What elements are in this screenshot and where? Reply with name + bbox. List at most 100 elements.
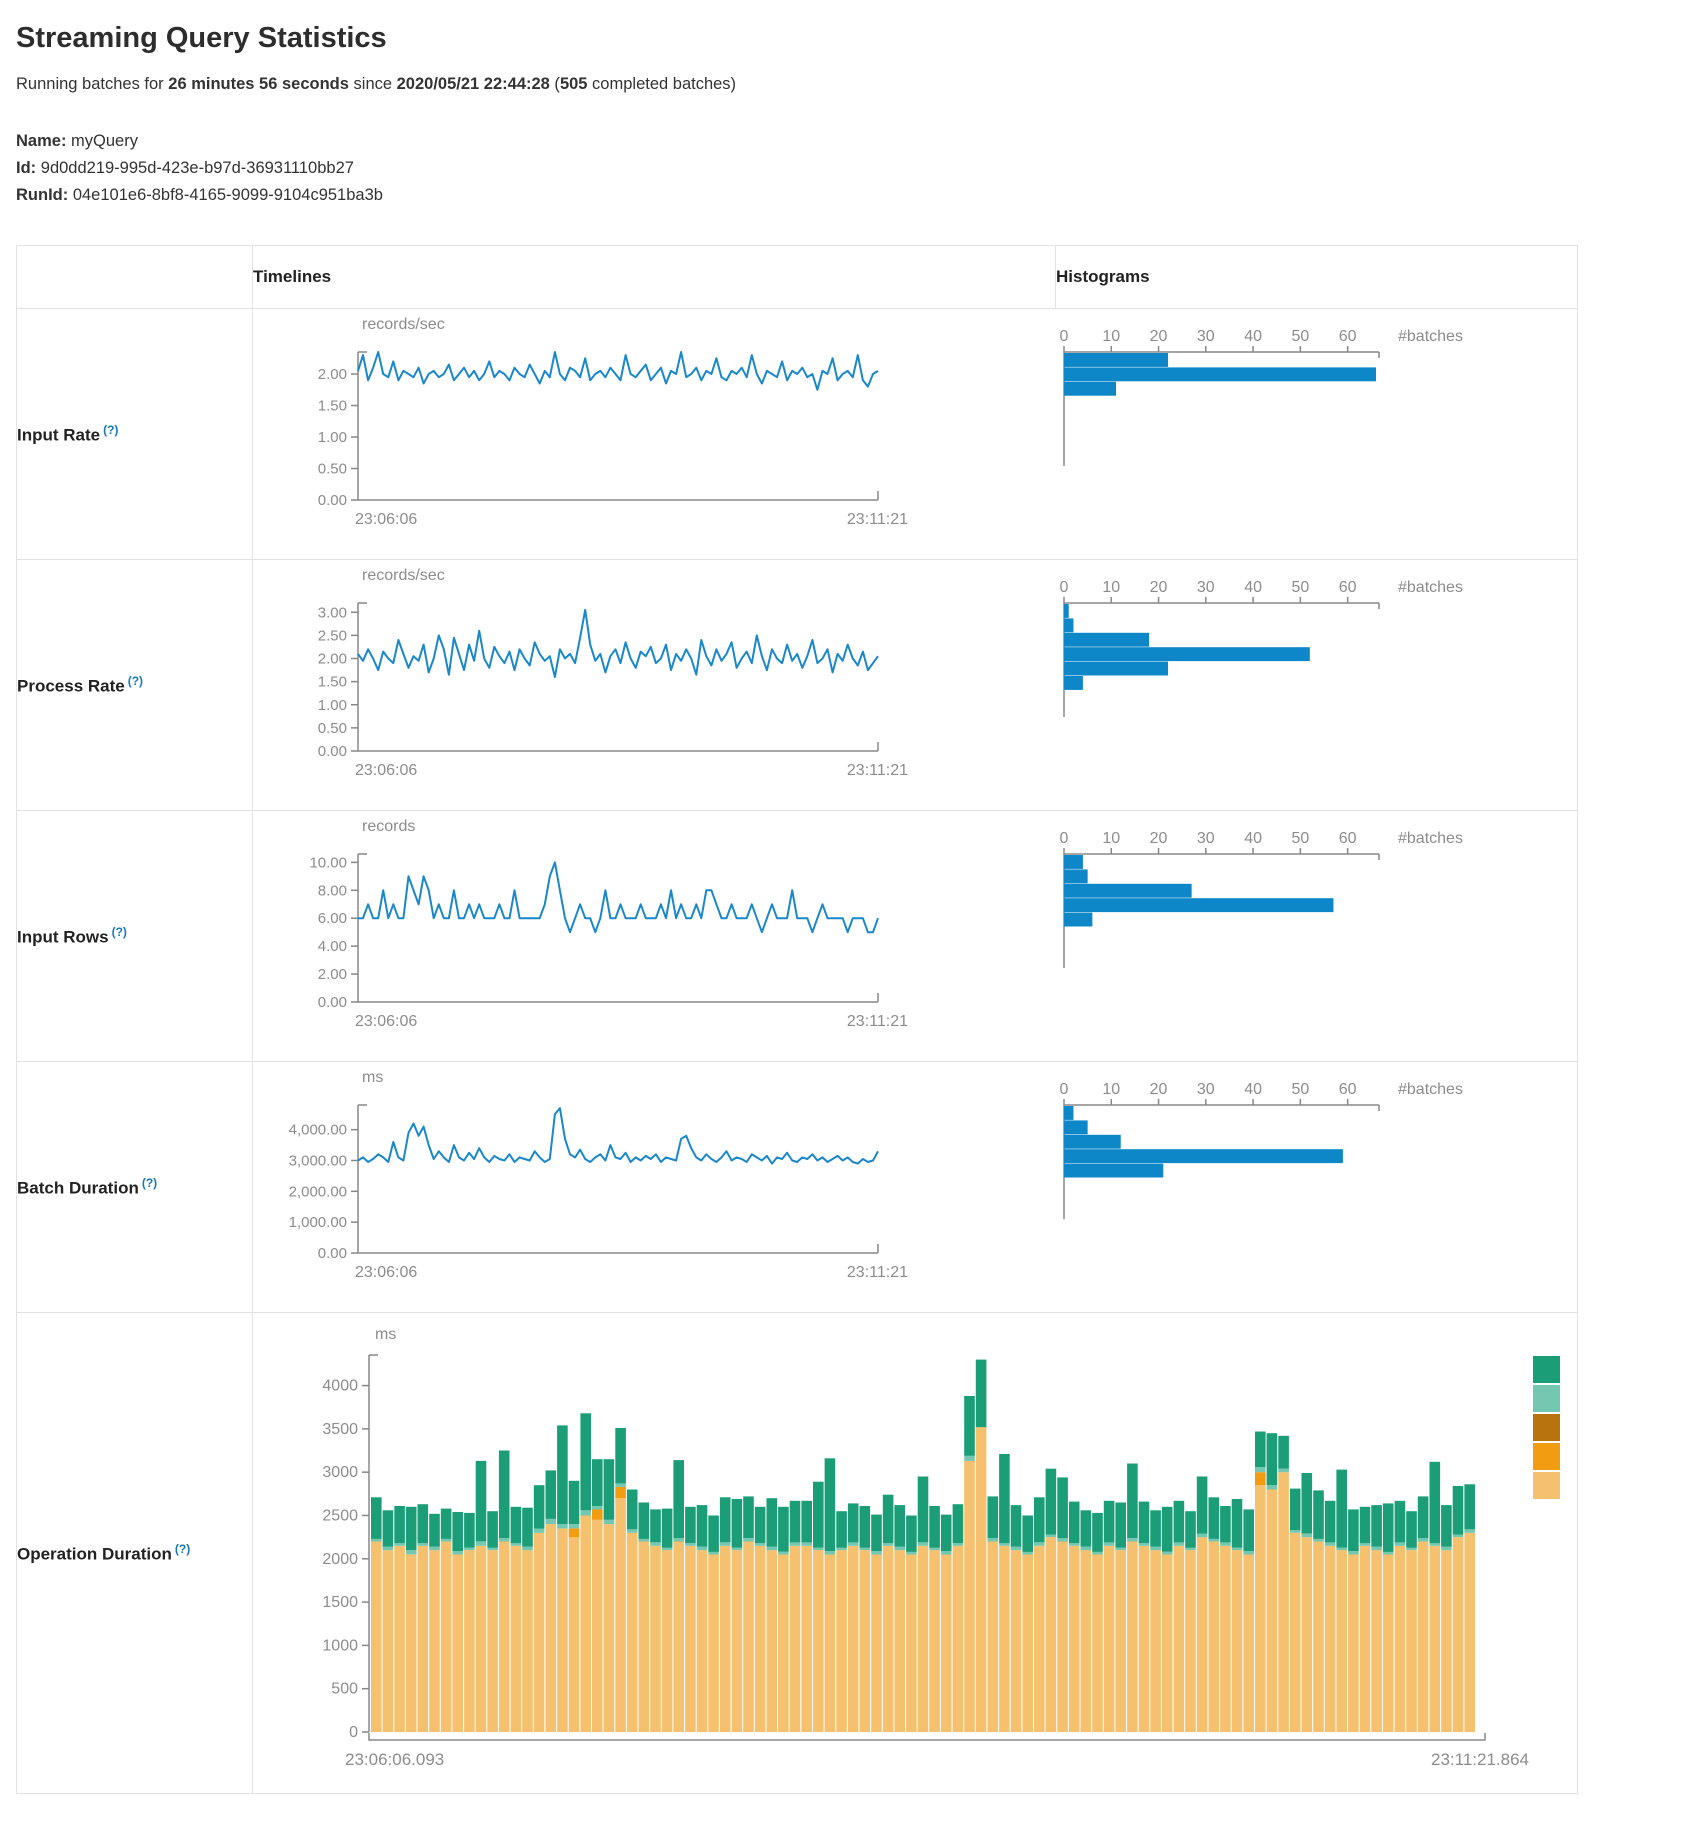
- svg-text:0: 0: [1060, 328, 1069, 345]
- svg-text:23:06:06: 23:06:06: [355, 1013, 417, 1030]
- svg-text:0: 0: [1060, 1081, 1069, 1098]
- summary-middle: since: [348, 75, 397, 93]
- svg-text:40: 40: [1244, 328, 1262, 345]
- svg-text:1.50: 1.50: [318, 398, 347, 415]
- svg-text:20: 20: [1150, 579, 1168, 596]
- runid-label: RunId:: [16, 186, 69, 204]
- running-duration: 26 minutes 56 seconds: [168, 75, 349, 93]
- svg-text:50: 50: [1291, 1081, 1309, 1098]
- svg-text:23:11:21: 23:11:21: [847, 1264, 908, 1281]
- svg-text:0.00: 0.00: [318, 492, 347, 509]
- query-name-line: Name: myQuery: [16, 128, 1677, 155]
- svg-text:#batches: #batches: [1398, 1081, 1463, 1098]
- svg-text:2000: 2000: [322, 1551, 358, 1568]
- svg-text:0: 0: [349, 1724, 358, 1741]
- input-rows-charts-cell: records 10.00 8.00 6.00 4.00 2.00 0.00 23:06:06…: [252, 810, 1578, 1062]
- svg-text:6.00: 6.00: [318, 910, 347, 927]
- row-label: Input Rate: [17, 425, 101, 445]
- svg-text:23:06:06: 23:06:06: [355, 511, 417, 528]
- help-icon[interactable]: (?): [111, 924, 127, 939]
- svg-text:records/sec: records/sec: [362, 316, 445, 333]
- svg-text:2.00: 2.00: [318, 966, 347, 983]
- svg-text:#batches: #batches: [1398, 579, 1463, 596]
- svg-text:4000: 4000: [322, 1378, 358, 1395]
- input-rows-row: Input Rows (?) records 10.00 8.00 6.00 4.00 2.…: [16, 810, 1578, 1062]
- query-runid-line: RunId: 04e101e6-8bf8-4165-9099-9104c951b…: [16, 182, 1677, 209]
- svg-text:60: 60: [1339, 328, 1357, 345]
- svg-text:4.00: 4.00: [318, 938, 347, 955]
- operation-duration-row: Operation Duration (?) ms 4000 3500 3000 2500…: [16, 1312, 1578, 1794]
- svg-text:10: 10: [1102, 1081, 1120, 1098]
- process-rate-row: Process Rate (?) records/sec 3.00 2.50 2.00 1…: [16, 559, 1578, 811]
- statistics-table: Timelines Histograms Input Rate (?) recor…: [16, 245, 1578, 1794]
- svg-text:0.50: 0.50: [318, 720, 347, 737]
- help-icon[interactable]: (?): [103, 422, 119, 437]
- row-label: Batch Duration: [17, 1178, 139, 1198]
- svg-text:30: 30: [1197, 1081, 1215, 1098]
- svg-text:1.50: 1.50: [318, 674, 347, 691]
- svg-text:0.00: 0.00: [318, 1245, 347, 1262]
- svg-text:ms: ms: [375, 1326, 396, 1343]
- input-rows-label-cell: Input Rows (?): [16, 810, 253, 1062]
- svg-text:8.00: 8.00: [318, 882, 347, 899]
- svg-text:10: 10: [1102, 328, 1120, 345]
- svg-text:3000: 3000: [322, 1464, 358, 1481]
- help-icon[interactable]: (?): [141, 1175, 158, 1190]
- svg-text:40: 40: [1244, 579, 1262, 596]
- svg-text:10.00: 10.00: [309, 854, 347, 871]
- paren-open: (: [549, 75, 560, 93]
- batch-duration-charts-cell: ms 4,000.00 3,000.00 2,000.00 1,000.00 0.00 23…: [252, 1061, 1578, 1313]
- svg-text:23:11:21: 23:11:21: [847, 511, 908, 528]
- svg-text:40: 40: [1244, 830, 1262, 847]
- svg-text:3500: 3500: [322, 1421, 358, 1438]
- name-label: Name:: [16, 132, 67, 150]
- svg-text:2,000.00: 2,000.00: [289, 1183, 347, 1200]
- svg-text:2.50: 2.50: [318, 627, 347, 644]
- svg-text:records: records: [362, 818, 415, 835]
- id-label: Id:: [16, 159, 37, 177]
- svg-text:1000: 1000: [322, 1637, 358, 1654]
- operation-duration-charts-cell: ms 4000 3500 3000 2500 2000 1500 1000 500 0 23:06:…: [252, 1312, 1578, 1794]
- summary-suffix: completed batches): [587, 75, 737, 93]
- svg-text:30: 30: [1197, 830, 1215, 847]
- svg-text:23:06:06: 23:06:06: [355, 1264, 417, 1281]
- row-label: Operation Duration: [17, 1544, 172, 1564]
- help-icon[interactable]: (?): [127, 673, 144, 688]
- svg-text:1.00: 1.00: [318, 429, 347, 446]
- batch-duration-row: Batch Duration (?) ms 4,000.00 3,000.00 2,00…: [16, 1061, 1578, 1313]
- svg-text:ms: ms: [362, 1069, 383, 1086]
- svg-text:500: 500: [331, 1681, 358, 1698]
- svg-text:1500: 1500: [322, 1594, 358, 1611]
- svg-text:23:11:21: 23:11:21: [847, 1013, 908, 1030]
- svg-text:60: 60: [1339, 1081, 1357, 1098]
- operation-duration-label-cell: Operation Duration (?): [16, 1312, 253, 1794]
- svg-text:3,000.00: 3,000.00: [289, 1153, 347, 1170]
- svg-text:20: 20: [1150, 1081, 1168, 1098]
- svg-text:30: 30: [1197, 579, 1215, 596]
- help-icon[interactable]: (?): [174, 1541, 191, 1556]
- svg-text:0.00: 0.00: [318, 743, 347, 760]
- svg-text:50: 50: [1291, 579, 1309, 596]
- svg-text:20: 20: [1150, 830, 1168, 847]
- svg-text:23:11:21.864: 23:11:21.864: [1431, 1750, 1529, 1769]
- name-value: myQuery: [71, 132, 138, 150]
- corner-header: [16, 245, 253, 309]
- svg-text:1.00: 1.00: [318, 697, 347, 714]
- svg-text:0: 0: [1060, 830, 1069, 847]
- svg-text:1,000.00: 1,000.00: [289, 1214, 347, 1231]
- svg-text:0.00: 0.00: [318, 994, 347, 1011]
- svg-text:50: 50: [1291, 328, 1309, 345]
- page-title: Streaming Query Statistics: [16, 22, 387, 54]
- start-timestamp: 2020/05/21 22:44:28: [396, 75, 550, 93]
- svg-text:40: 40: [1244, 1081, 1262, 1098]
- running-batches-summary: Running batches for 26 minutes 56 second…: [16, 75, 1677, 94]
- timelines-column-header: Timelines: [252, 245, 1056, 309]
- input-rate-label-cell: Input Rate (?): [16, 308, 253, 560]
- id-value: 9d0dd219-995d-423e-b97d-36931110bb27: [40, 159, 354, 177]
- svg-text:2.00: 2.00: [318, 366, 347, 383]
- svg-text:60: 60: [1339, 830, 1357, 847]
- svg-text:50: 50: [1291, 830, 1309, 847]
- svg-text:20: 20: [1150, 328, 1168, 345]
- svg-text:23:11:21: 23:11:21: [847, 762, 908, 779]
